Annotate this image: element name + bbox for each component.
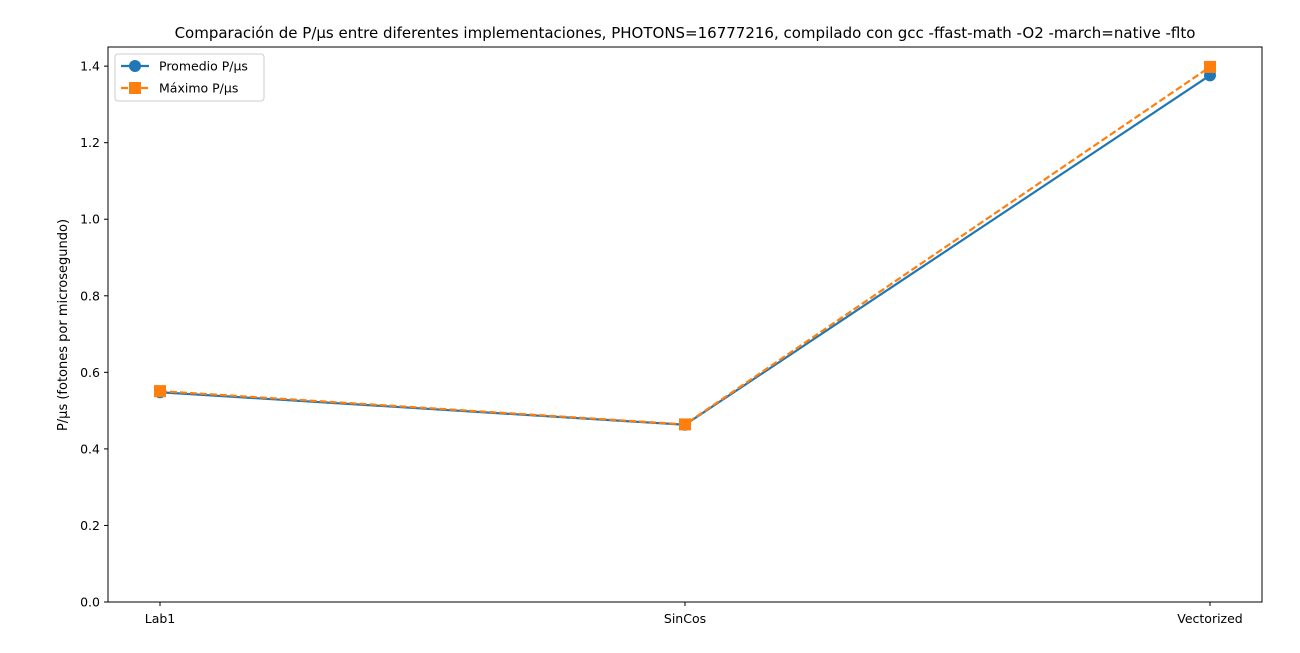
- plot-frame: [107, 46, 1263, 603]
- series-line-maximo: [159, 65, 1211, 426]
- legend-label: Promedio P/µs: [159, 59, 248, 74]
- y-tick-label: 0.8: [80, 288, 100, 303]
- plot-series: [154, 60, 1216, 431]
- y-axis: 0.0 0.2 0.4 0.6 0.8 1.0 1.2 1.4: [80, 59, 108, 610]
- data-point-square: [679, 418, 691, 431]
- legend: Promedio P/µs Máximo P/µs: [114, 53, 265, 102]
- y-tick-label: 1.2: [80, 135, 100, 150]
- y-tick-label: 0.6: [80, 365, 100, 380]
- x-tick-label: Vectorized: [1177, 611, 1243, 626]
- series-line-promedio: [159, 74, 1211, 426]
- y-axis-label: P/µs (fotones por microsegundo): [56, 219, 71, 431]
- data-point-square: [154, 385, 166, 398]
- legend-marker-circle: [129, 60, 141, 72]
- y-tick-label: 0.0: [80, 595, 100, 610]
- chart-title: Comparación de P/µs entre diferentes imp…: [175, 24, 1196, 42]
- legend-marker-square: [129, 82, 141, 94]
- x-tick-label: SinCos: [664, 611, 706, 626]
- legend-label: Máximo P/µs: [159, 81, 238, 96]
- x-tick-label: Lab1: [145, 611, 176, 626]
- y-tick-label: 0.2: [80, 518, 100, 533]
- y-tick-label: 1.4: [80, 59, 100, 74]
- x-axis: Lab1 SinCos Vectorized: [145, 602, 1243, 626]
- y-tick-label: 1.0: [80, 212, 100, 227]
- legend-box: [114, 53, 265, 102]
- y-tick-label: 0.4: [80, 441, 100, 456]
- data-point-square: [1204, 60, 1216, 73]
